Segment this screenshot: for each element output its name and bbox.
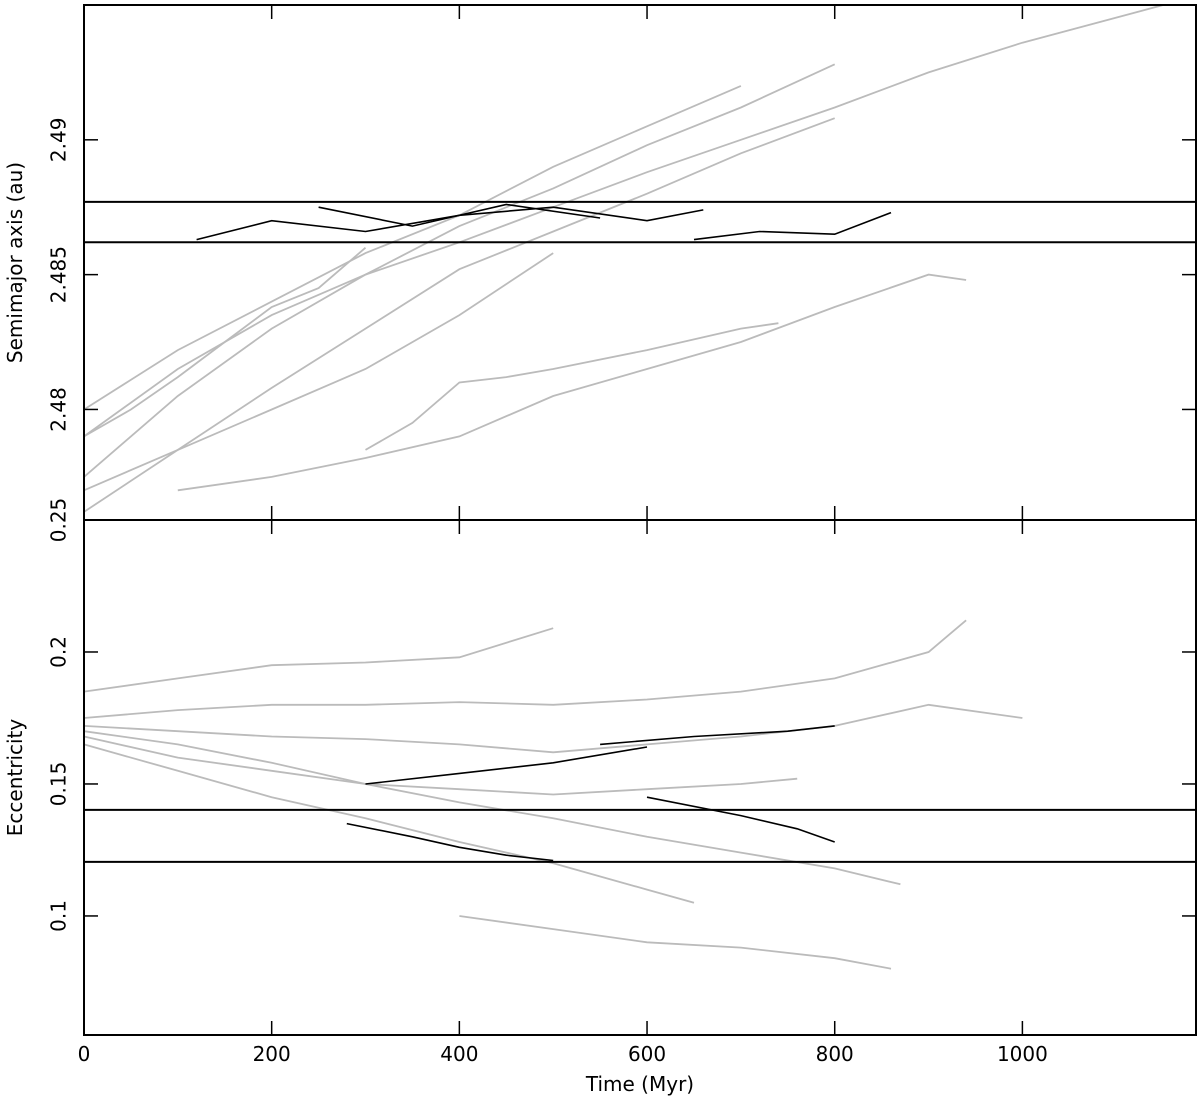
trajectory [83, 735, 798, 796]
trajectory [83, 63, 836, 478]
trajectory [83, 627, 554, 693]
y-axis-label: Eccentricity [3, 719, 27, 837]
plot-frame [83, 4, 1197, 521]
trajectory [83, 4, 1164, 438]
x-tick-label: 600 [628, 1042, 666, 1066]
y-tick-label: 2.48 [47, 387, 71, 432]
plot-frame [83, 519, 1197, 1036]
y-axis-label: Semimajor axis (au) [3, 162, 27, 363]
trajectory [177, 273, 967, 492]
trajectory [346, 822, 554, 862]
trajectory [318, 203, 601, 227]
trajectory [83, 743, 695, 904]
trajectory [83, 117, 836, 513]
trajectory [365, 746, 648, 785]
trajectory [365, 322, 779, 451]
x-tick-label: 800 [816, 1042, 854, 1066]
x-tick-label: 400 [440, 1042, 478, 1066]
trajectory [196, 206, 704, 241]
x-axis-label: Time (Myr) [585, 1072, 694, 1096]
trajectory [83, 252, 554, 492]
trajectory [693, 211, 892, 241]
x-tick-label: 1000 [997, 1042, 1048, 1066]
y-tick-label: 0.2 [47, 636, 71, 668]
y-tick-label: 0.1 [47, 900, 71, 932]
x-tick-label: 0 [78, 1042, 91, 1066]
trajectory [83, 703, 1023, 754]
trajectory [459, 915, 892, 970]
trajectory [83, 619, 967, 719]
y-tick-label: 2.485 [47, 246, 71, 303]
y-tick-label: 2.49 [47, 118, 71, 163]
x-tick-label: 200 [253, 1042, 291, 1066]
trajectory [646, 796, 835, 843]
y-tick-label: 0.15 [47, 762, 71, 807]
trajectory [600, 725, 835, 746]
y-tick-label: 0.25 [47, 498, 71, 543]
trajectory [83, 85, 742, 411]
trajectory [83, 247, 367, 438]
